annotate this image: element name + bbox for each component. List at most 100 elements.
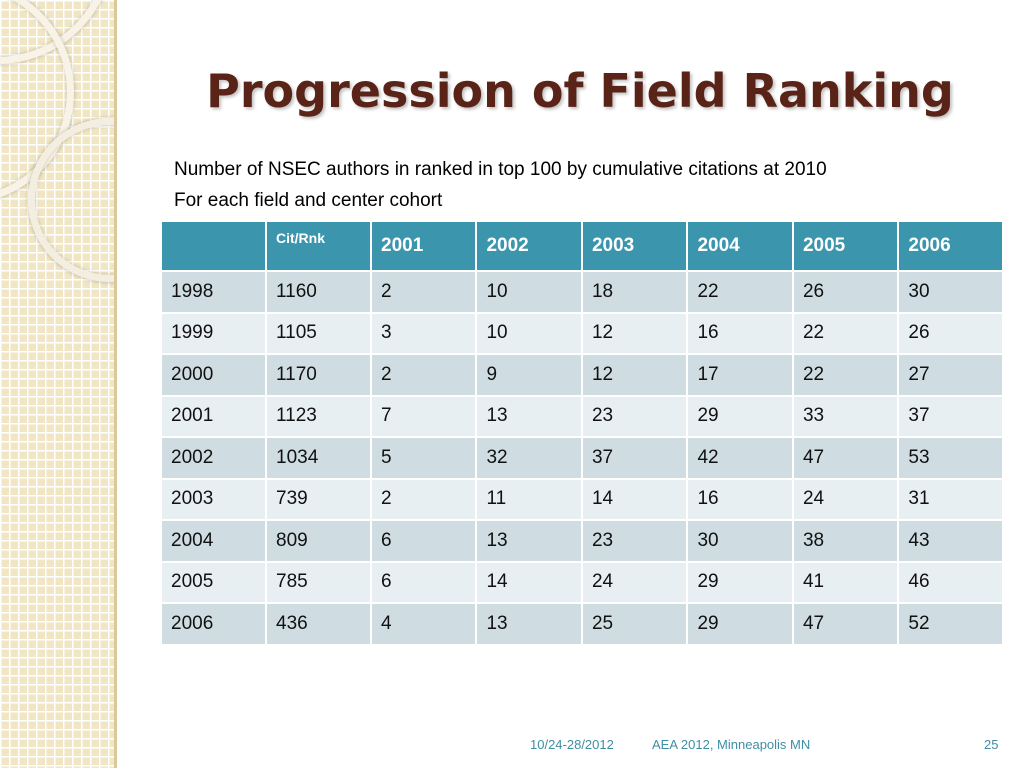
header-cell: 2006: [898, 222, 1002, 271]
table-cell: 2: [371, 270, 478, 313]
table-cell: 1105: [266, 311, 372, 354]
table-cell: 53: [898, 436, 1002, 479]
table-row: 2000 1170 2 9 12 17 22 27: [162, 353, 1002, 396]
table-row: 1998 1160 2 10 18 22 26 30: [162, 270, 1002, 313]
table-cell: 12: [581, 353, 689, 396]
table-cell: 9: [476, 353, 583, 396]
table-cell: 2001: [162, 394, 267, 437]
table-cell: 14: [581, 477, 689, 520]
table-cell: 22: [792, 311, 900, 354]
table-cell: 2: [371, 353, 478, 396]
table-cell: 24: [581, 560, 689, 603]
table-cell: 46: [898, 560, 1002, 603]
table-cell: 30: [687, 519, 794, 562]
header-cell: [162, 222, 267, 271]
subtitle-line: For each field and center cohort: [174, 190, 443, 211]
subtitle-line: Number of NSEC authors in ranked in top …: [174, 159, 827, 180]
table-cell: 739: [266, 477, 372, 520]
page-number: 25: [984, 737, 999, 752]
table-cell: 38: [792, 519, 900, 562]
table-cell: 10: [476, 311, 583, 354]
header-cell: 2005: [792, 222, 900, 271]
table-header-row: Cit/Rnk 2001 2002 2003 2004 2005 2006: [162, 222, 1002, 271]
table-cell: 10: [476, 270, 583, 313]
footer-venue: AEA 2012, Minneapolis MN: [652, 737, 811, 752]
table-cell: 6: [371, 519, 478, 562]
slide-title: Progression of Field Ranking: [206, 64, 954, 118]
table-cell: 436: [266, 602, 372, 644]
table-cell: 16: [687, 311, 794, 354]
table-cell: 24: [792, 477, 900, 520]
slide-subtitle: Number of NSEC authors in ranked in top …: [174, 154, 1014, 216]
table-cell: 2004: [162, 519, 267, 562]
table-row: 2002 1034 5 32 37 42 47 53: [162, 436, 1002, 479]
table-cell: 42: [687, 436, 794, 479]
table-cell: 16: [687, 477, 794, 520]
header-cell: 2003: [581, 222, 689, 271]
ranking-table: Cit/Rnk 2001 2002 2003 2004 2005 2006 19…: [162, 222, 1002, 644]
decorative-side-strip: [0, 0, 114, 768]
table-cell: 37: [581, 436, 689, 479]
table-cell: 11: [476, 477, 583, 520]
table-cell: 32: [476, 436, 583, 479]
header-cell: 2002: [476, 222, 583, 271]
table-cell: 2000: [162, 353, 267, 396]
table-cell: 2003: [162, 477, 267, 520]
table-cell: 2005: [162, 560, 267, 603]
table-cell: 1998: [162, 270, 267, 313]
table-cell: 43: [898, 519, 1002, 562]
table-row: 2004 809 6 13 23 30 38 43: [162, 519, 1002, 562]
table-cell: 29: [687, 394, 794, 437]
table-row: 1999 1105 3 10 12 16 22 26: [162, 311, 1002, 354]
table-cell: 13: [476, 394, 583, 437]
table-cell: 41: [792, 560, 900, 603]
table-row: 2003 739 2 11 14 16 24 31: [162, 477, 1002, 520]
table-cell: 37: [898, 394, 1002, 437]
table-cell: 52: [898, 602, 1002, 644]
table-cell: 27: [898, 353, 1002, 396]
table-row: 2006 436 4 13 25 29 47 52: [162, 602, 1002, 644]
table-row: 2005 785 6 14 24 29 41 46: [162, 560, 1002, 603]
table-cell: 6: [371, 560, 478, 603]
table-cell: 5: [371, 436, 478, 479]
table-cell: 26: [792, 270, 900, 313]
table-cell: 18: [581, 270, 689, 313]
table-cell: 47: [792, 602, 900, 644]
table-cell: 1999: [162, 311, 267, 354]
table-cell: 4: [371, 602, 478, 644]
table-cell: 29: [687, 560, 794, 603]
table-cell: 2006: [162, 602, 267, 644]
table-cell: 14: [476, 560, 583, 603]
table-cell: 23: [581, 394, 689, 437]
table-cell: 30: [898, 270, 1002, 313]
table-cell: 3: [371, 311, 478, 354]
table-cell: 13: [476, 602, 583, 644]
table-cell: 25: [581, 602, 689, 644]
table-cell: 2: [371, 477, 478, 520]
table-cell: 809: [266, 519, 372, 562]
table-cell: 13: [476, 519, 583, 562]
header-cell: 2004: [687, 222, 794, 271]
table-cell: 23: [581, 519, 689, 562]
table-row: 2001 1123 7 13 23 29 33 37: [162, 394, 1002, 437]
table-cell: 785: [266, 560, 372, 603]
table-cell: 1170: [266, 353, 372, 396]
table-cell: 1160: [266, 270, 372, 313]
table-cell: 22: [687, 270, 794, 313]
header-cell: Cit/Rnk: [266, 222, 372, 271]
table-cell: 31: [898, 477, 1002, 520]
header-cell: 2001: [371, 222, 478, 271]
table-cell: 29: [687, 602, 794, 644]
table-cell: 7: [371, 394, 478, 437]
table-cell: 17: [687, 353, 794, 396]
table-cell: 26: [898, 311, 1002, 354]
table-cell: 1034: [266, 436, 372, 479]
table-cell: 33: [792, 394, 900, 437]
strip-edge: [114, 0, 117, 768]
table-cell: 12: [581, 311, 689, 354]
table-cell: 2002: [162, 436, 267, 479]
footer-date: 10/24-28/2012: [530, 737, 614, 752]
table-cell: 1123: [266, 394, 372, 437]
table-cell: 22: [792, 353, 900, 396]
table-cell: 47: [792, 436, 900, 479]
